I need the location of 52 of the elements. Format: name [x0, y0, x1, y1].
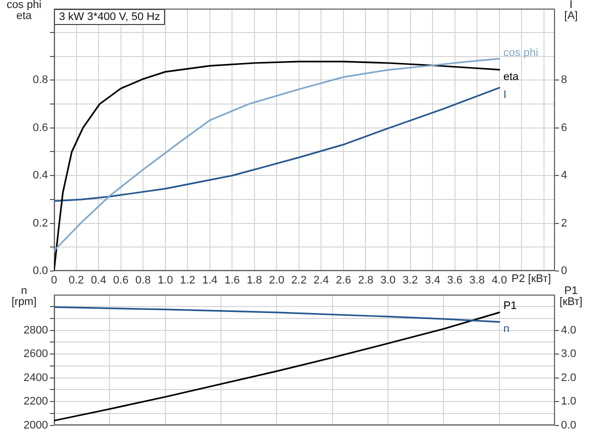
y2-axis-title: I [A]: [563, 0, 579, 22]
x-tick-label: 0.8: [135, 274, 151, 287]
x-tick-label: 3.6: [447, 274, 462, 287]
y2-tick-label: 6: [561, 122, 568, 134]
x-tick-label: 2.0: [269, 274, 284, 287]
x-tick-label: 3.0: [380, 274, 396, 287]
x-axis-title: P2 [кВт]: [512, 273, 551, 285]
x-tick-label: 2.4: [314, 274, 329, 287]
y-tick-label: 2600: [24, 348, 48, 360]
y2-tick-label: 2: [561, 217, 568, 230]
x-tick-label: 2.2: [291, 274, 307, 287]
x-tick-label: 0.2: [68, 274, 84, 287]
x-tick-label: 3.4: [424, 274, 440, 287]
series-label: P1: [503, 300, 517, 312]
x-tick-label: 0.6: [113, 274, 128, 287]
y-tick-label: 0.8: [32, 74, 48, 86]
y-tick-label: 0.0: [32, 265, 48, 278]
y-tick-label: 2800: [24, 324, 48, 336]
y-tick-label: 2400: [24, 372, 48, 384]
x-tick-label: 2.8: [358, 274, 374, 287]
chart-title: 3 kW 3*400 V, 50 Hz: [54, 8, 166, 25]
y2-tick-label: 4.0: [561, 324, 576, 336]
series-label: I: [503, 88, 506, 101]
x-tick-label: 1.4: [202, 274, 218, 287]
y2-tick-label: 8: [561, 74, 568, 86]
y2-tick-label: 3.0: [561, 348, 576, 360]
x-tick-label: 2.6: [336, 274, 352, 287]
y-tick-label: 2200: [24, 396, 48, 408]
y-tick-label: 0.4: [32, 170, 48, 182]
y2-tick-label: 2.0: [561, 372, 576, 384]
y-tick-label: 0.6: [32, 122, 48, 134]
y2-tick-label: 0: [561, 265, 568, 278]
y-axis-title: cos phi eta: [6, 0, 42, 22]
y2-axis-title: P1 [кВт]: [558, 285, 584, 308]
series-label: eta: [503, 70, 519, 83]
x-tick-label: 3.2: [402, 274, 418, 287]
x-tick-label: 1.2: [180, 274, 196, 287]
y2-tick-label: 0.0: [561, 419, 576, 432]
x-tick-label: 0: [50, 274, 58, 287]
y2-tick-label: 4: [561, 170, 568, 182]
x-tick-label: 1.6: [224, 274, 240, 287]
series-label: cos phi: [503, 46, 538, 59]
y2-tick-label: 1.0: [561, 396, 576, 408]
series-label: n: [503, 322, 510, 335]
x-tick-label: 4.0: [492, 274, 507, 287]
y-axis-title: n [rpm]: [10, 285, 38, 308]
x-tick-label: 0.4: [90, 274, 106, 287]
y-tick-label: 2000: [24, 419, 48, 432]
x-tick-label: 1.8: [246, 274, 262, 287]
x-tick-label: 3.8: [469, 274, 485, 287]
y-tick-label: 0.2: [32, 217, 48, 230]
x-tick-label: 1.0: [158, 274, 173, 287]
